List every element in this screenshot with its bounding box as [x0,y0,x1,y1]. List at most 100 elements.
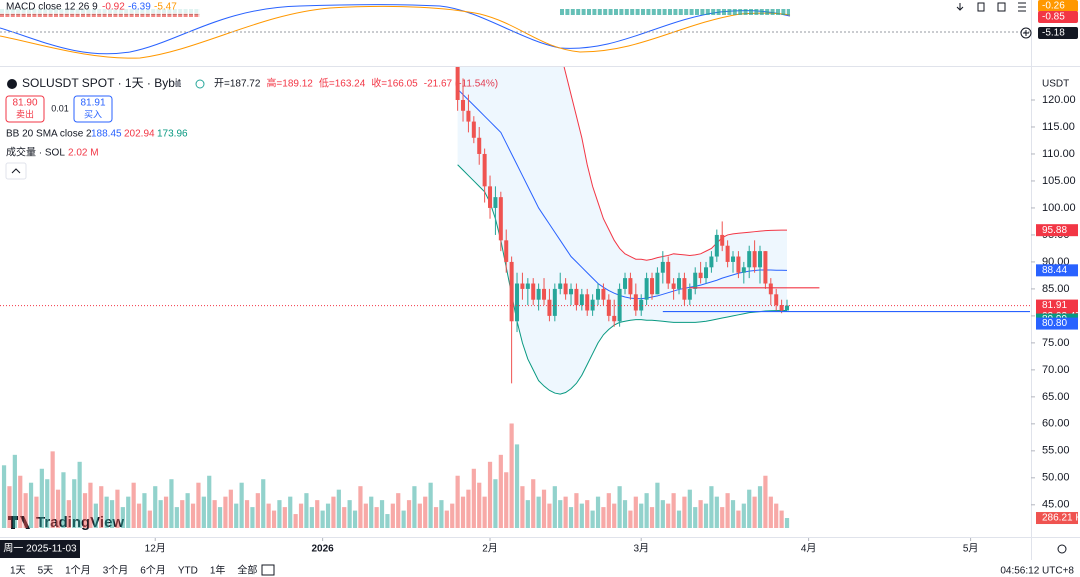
candle-body [725,245,730,262]
volume-bar [396,493,401,528]
candle-body [606,299,611,316]
candle-body [612,315,617,322]
candle-body [477,137,482,154]
candle-body [687,288,692,300]
volume-bar [698,500,703,528]
candle-body [552,288,557,316]
volume-bar [520,486,525,528]
volume-bar [412,486,417,528]
volume-bar [660,500,665,528]
y-tick-label: 110.00 [1042,148,1075,160]
candle-body [542,288,547,300]
settings-button[interactable] [1057,544,1067,554]
volume-bar [304,493,309,528]
crosshair-date: 周一 2025-11-03 [3,543,77,555]
collapse-button[interactable] [5,162,27,180]
more-button[interactable] [1018,2,1026,12]
volume-bar [579,503,584,528]
volume-bar [595,496,601,528]
volume-bar [736,510,741,528]
volume-bar [255,493,260,528]
plot-area [0,67,1031,528]
range-button[interactable]: 6个月 [140,565,166,577]
price-tag [1036,317,1078,330]
volume-bar [298,503,304,528]
macd-title: MACD close 12 26 9 [6,2,98,13]
volume-bar [558,500,563,528]
volume-bar [622,500,628,528]
candle-body [504,240,509,262]
date-range-button[interactable] [261,564,275,576]
candle-body [466,110,471,122]
range-button[interactable]: 全部 [237,564,257,577]
volume-bar [201,496,206,528]
volume-bar [779,510,784,528]
volume-bar [433,507,439,528]
volume-bar [239,482,244,528]
volume-bar [88,482,93,528]
range-button[interactable]: YTD [178,566,198,577]
maximize-button[interactable] [997,2,1006,12]
volume-bar [455,475,460,528]
volume-bar [185,493,190,528]
ohlc-legend: 开=187.72 高=189.12 低=163.24 收=166.05 -21.67 (… [214,77,498,90]
volume-bar [39,468,44,528]
y-tick-label: 50.00 [1042,472,1070,484]
range-button[interactable]: 1个月 [65,565,91,577]
candle-body [601,288,606,300]
candle-body [774,294,779,306]
volume-bar [55,489,61,528]
volume-bar [336,489,341,528]
range-button[interactable]: 5天 [38,566,54,577]
volume-bar [12,454,17,528]
volume-bar [379,500,385,528]
volume-bar [617,486,622,528]
volume-bar [1,465,7,528]
legend-backdrop [0,0,200,14]
volume-bar [277,500,282,528]
volume-bar [190,503,196,528]
range-button[interactable]: 1天 [10,566,26,577]
volume-bar [288,496,293,528]
volume-bar [606,493,611,528]
bb-middle-line [457,88,788,300]
volume-bar [536,496,541,528]
delete-button[interactable] [977,2,985,12]
volume-bar [369,496,374,528]
volume-bar [531,479,536,528]
buy-button[interactable] [73,95,113,123]
add-button[interactable] [1020,27,1032,39]
volume-bar [752,496,757,528]
volume-bar [271,510,277,528]
volume-bar [482,496,487,528]
volume-bar [142,493,147,528]
range-button[interactable]: 3个月 [103,565,129,577]
candle-body [671,283,676,289]
volume-bar [417,503,422,528]
volume-bar [309,507,314,528]
move-down-button[interactable] [956,3,964,11]
volume-bar [342,507,347,528]
bb-value: 202.94 [124,129,155,140]
volume-bar [460,496,466,528]
volume-bar [612,503,617,528]
candle-body [639,299,644,311]
volume-bar [250,507,255,528]
volume-bar [45,479,50,528]
candle-body [590,299,595,311]
candle-body [736,256,741,273]
candle-body [585,294,590,311]
sell-button[interactable] [5,95,45,123]
volume-bar [228,489,233,528]
range-button[interactable]: 1年 [210,564,226,577]
candle-body [741,267,746,273]
volume-bar [590,510,595,528]
candle-body [579,294,584,306]
candle-body [628,278,633,295]
volume-bar [703,503,709,528]
volume-bar [509,423,514,528]
candle-body [731,256,736,262]
candle-body [779,305,784,311]
candle-body [768,283,773,295]
